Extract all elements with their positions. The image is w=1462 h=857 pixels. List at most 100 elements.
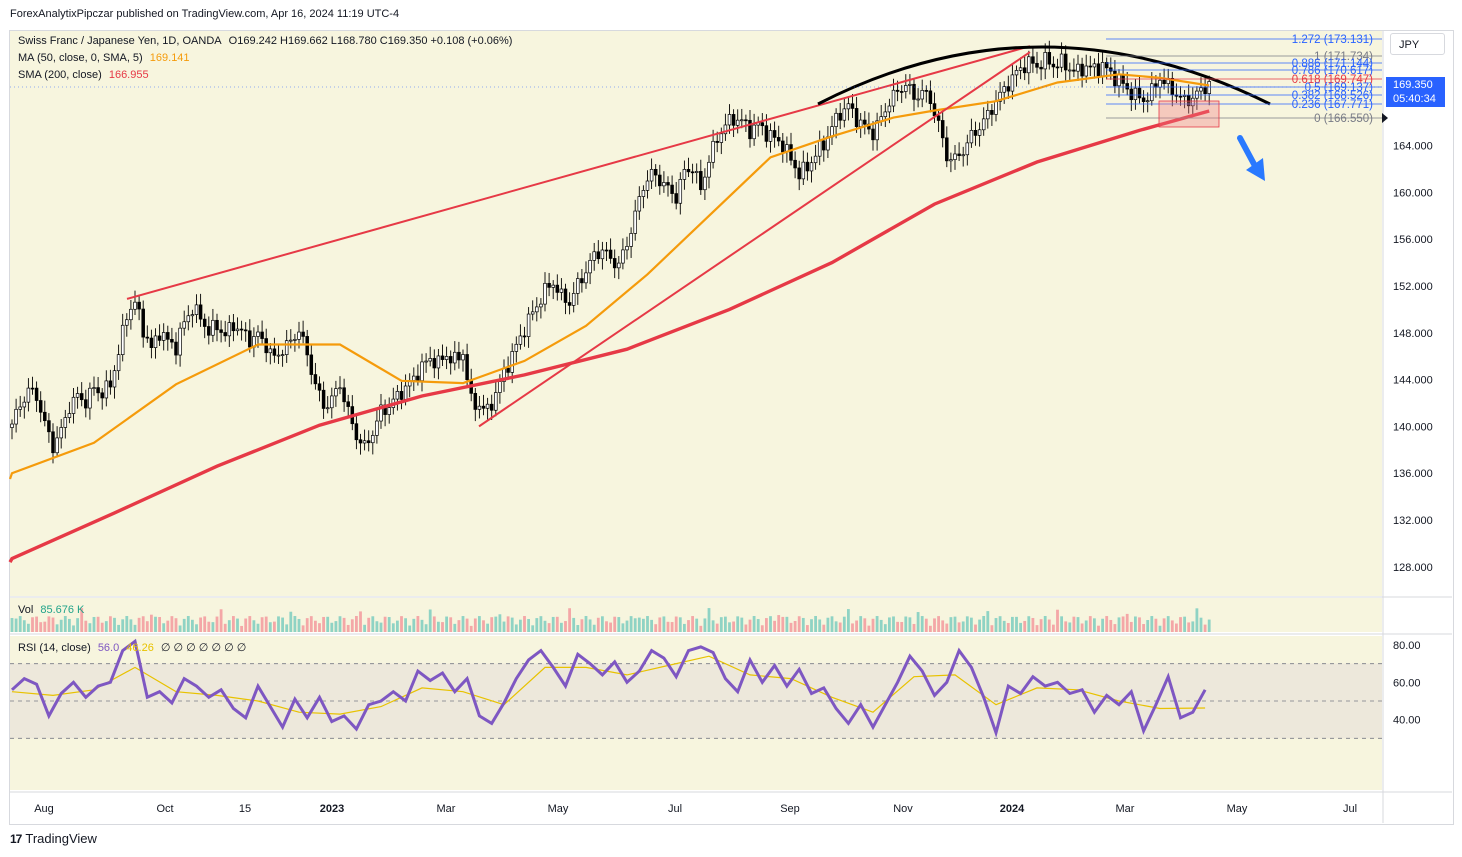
y-axis-tick-label: 148.000 bbox=[1393, 328, 1433, 340]
down-arrow-head-icon bbox=[1246, 158, 1265, 181]
candle-body bbox=[580, 278, 584, 284]
candle-body bbox=[248, 330, 252, 348]
volume-bar bbox=[953, 616, 957, 632]
volume-bar bbox=[605, 621, 608, 632]
volume-bar bbox=[482, 620, 485, 632]
volume-bar bbox=[646, 616, 649, 632]
candle-body bbox=[514, 343, 519, 352]
candle-body bbox=[653, 168, 658, 176]
candle-body bbox=[211, 319, 215, 336]
candle-body bbox=[506, 367, 510, 373]
ma50-legend: MA (50, close, 0, SMA, 5) 169.141 bbox=[18, 52, 194, 64]
candle-body bbox=[67, 413, 72, 418]
volume-bar bbox=[531, 625, 535, 632]
volume-bar bbox=[55, 624, 59, 632]
volume-bar bbox=[150, 614, 153, 632]
volume-bar bbox=[207, 621, 211, 632]
candle-body bbox=[284, 340, 289, 355]
candle-body bbox=[453, 351, 457, 364]
candle-body bbox=[137, 301, 141, 310]
volume-bar bbox=[650, 619, 653, 632]
volume-bar bbox=[104, 621, 108, 632]
volume-bar bbox=[555, 616, 559, 632]
candle-body bbox=[1014, 70, 1019, 76]
volume-bar bbox=[88, 623, 92, 632]
tradingview-logo-icon: 17 bbox=[10, 831, 22, 846]
candle-body bbox=[141, 308, 145, 338]
candle-body bbox=[1129, 88, 1134, 101]
volume-bar bbox=[810, 619, 813, 632]
candle-body bbox=[822, 140, 826, 151]
volume-bar bbox=[92, 616, 96, 632]
volume-bar bbox=[871, 618, 875, 632]
volume-bar bbox=[691, 616, 694, 632]
volume-bar bbox=[539, 616, 543, 632]
candle-body bbox=[444, 356, 449, 360]
candle-body bbox=[805, 161, 810, 172]
candle-body bbox=[510, 351, 514, 373]
candle-body bbox=[1092, 63, 1097, 68]
volume-bar bbox=[1072, 616, 1076, 632]
volume-bar bbox=[445, 616, 448, 632]
volume-bar bbox=[334, 621, 338, 632]
volume-bar bbox=[363, 624, 366, 632]
y-axis-tick-label: 156.000 bbox=[1393, 234, 1433, 246]
candle-body bbox=[961, 154, 965, 157]
candle-body bbox=[268, 348, 273, 354]
candle-body bbox=[813, 155, 818, 164]
candle-body bbox=[719, 133, 724, 143]
candle-body bbox=[1027, 56, 1031, 74]
volume-bar bbox=[240, 625, 243, 632]
candle-body bbox=[202, 318, 207, 327]
volume-bar bbox=[855, 620, 858, 632]
volume-bar bbox=[273, 621, 276, 632]
candle-body bbox=[75, 393, 80, 398]
volume-bar bbox=[929, 625, 932, 632]
volume-bar bbox=[1027, 616, 1031, 632]
volume-bar bbox=[769, 616, 772, 632]
candle-body bbox=[666, 182, 670, 186]
x-axis-tick-label: May bbox=[548, 803, 569, 815]
volume-bar bbox=[305, 618, 309, 632]
volume-bar bbox=[18, 616, 22, 632]
volume-bar bbox=[1125, 613, 1129, 632]
volume-bar bbox=[117, 624, 120, 632]
candle-body bbox=[161, 332, 166, 341]
volume-bar bbox=[1093, 618, 1096, 632]
volume-bar bbox=[248, 616, 252, 632]
volume-bar bbox=[453, 623, 457, 632]
candle-body bbox=[1072, 69, 1076, 72]
candle-body bbox=[1150, 83, 1154, 102]
candle-body bbox=[321, 389, 326, 409]
volume-bar bbox=[1179, 617, 1182, 632]
volume-bar bbox=[506, 616, 510, 632]
candle-body bbox=[108, 380, 113, 388]
volume-bar bbox=[268, 622, 272, 632]
volume-bar bbox=[785, 616, 789, 632]
volume-bar bbox=[547, 623, 551, 632]
volume-bar bbox=[174, 618, 178, 632]
candle-body bbox=[772, 130, 777, 138]
tradingview-logo[interactable]: 17 TradingView bbox=[10, 831, 97, 846]
volume-bar bbox=[416, 616, 420, 632]
volume-bar bbox=[1175, 623, 1178, 632]
currency-button[interactable]: JPY bbox=[1390, 33, 1445, 55]
volume-bar bbox=[920, 616, 924, 632]
volume-bar bbox=[232, 616, 235, 632]
volume-bar bbox=[732, 621, 735, 632]
candle-body bbox=[904, 85, 908, 92]
candle-body bbox=[412, 375, 416, 381]
candle-body bbox=[34, 387, 39, 401]
fib-level-label: 0.5 (169.137) bbox=[1305, 82, 1374, 94]
candle-body bbox=[92, 387, 96, 389]
candle-body bbox=[711, 140, 715, 163]
volume-bar bbox=[1047, 619, 1051, 632]
volume-bar bbox=[908, 617, 912, 632]
candle-body bbox=[1043, 52, 1047, 70]
volume-bar bbox=[383, 616, 387, 632]
candle-body bbox=[1207, 81, 1211, 95]
candle-body bbox=[764, 125, 769, 142]
volume-bar bbox=[498, 614, 502, 632]
rsi-value: 56.0 bbox=[97, 642, 120, 654]
